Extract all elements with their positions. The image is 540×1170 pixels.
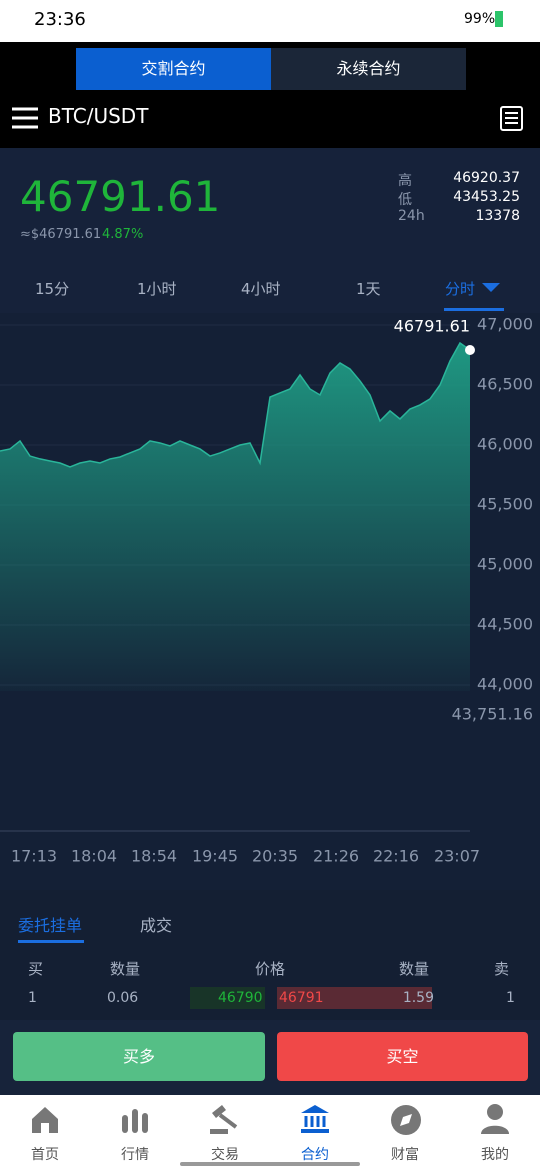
column: 卖 [494, 960, 510, 978]
last-point [465, 345, 475, 356]
x-tick-label: 20:35 [252, 847, 298, 866]
list-icon[interactable] [500, 106, 524, 132]
contract-icon[interactable] [299, 1104, 331, 1134]
cell: 1 [506, 990, 515, 1006]
nav-label[interactable]: 交易 [211, 1147, 239, 1163]
ask-depth [277, 987, 432, 1009]
active-underline [444, 308, 504, 311]
column: 数量 [110, 960, 141, 978]
stat-label: 低 [398, 192, 412, 208]
tab[interactable]: 永续合约 [271, 48, 466, 90]
column: 数量 [399, 960, 430, 978]
chart: 47,000 46,500 46,000 45,500 45,000 44,500 44,0… [0, 313, 540, 890]
bid-depth [190, 987, 265, 1009]
y-tick-label: 45,000 [477, 555, 533, 574]
x-tick-label: 19:45 [192, 847, 238, 866]
column: 价格 [255, 960, 286, 978]
x-tick-label: 23:07 [434, 847, 480, 866]
ticker: 46791.61 ≈$46791.61 4.87% 高 46920.37 低 4… [0, 148, 540, 313]
stat-value: 43453.25 [453, 189, 520, 205]
status-bar: 23:36 99% [0, 0, 540, 42]
top-header: 交割合约 永续合约 BTC/USDT [0, 42, 540, 148]
action-bar: 买多 买空 [0, 1020, 540, 1095]
buy-short-button[interactable]: 买空 [277, 1032, 528, 1081]
change: 4.87% [102, 227, 144, 242]
order-tab-active[interactable]: 委托挂单 [18, 916, 83, 935]
nav-label[interactable]: 财富 [391, 1147, 419, 1163]
price-line [0, 341, 471, 468]
interval[interactable]: 1天 [356, 280, 381, 298]
market-icon[interactable] [120, 1105, 150, 1135]
stat-value: 13378 [475, 208, 520, 224]
bid-price: 46790 [218, 990, 263, 1006]
ask-price: 46791 [279, 990, 324, 1006]
order-tab[interactable]: 成交 [140, 916, 173, 935]
column: 买 [28, 960, 44, 978]
cell: 0.06 [107, 990, 139, 1006]
stat-label: 24h [398, 208, 425, 224]
battery: 99% [464, 11, 496, 27]
nav-label-active[interactable]: 合约 [301, 1147, 329, 1163]
y-tick-label: 45,500 [477, 495, 533, 514]
interval[interactable]: 4小时 [241, 280, 281, 298]
y-tick-label: 44,000 [477, 675, 533, 694]
last-price-label: 46791.61 [394, 317, 470, 336]
low-label: 43,751.16 [452, 705, 533, 724]
dropdown-icon [482, 283, 500, 292]
x-tick-label: 21:26 [313, 847, 359, 866]
home-indicator [180, 1162, 360, 1166]
order-book: 委托挂单 成交 买 数量 价格 数量 卖 1 0.06 46790 46791 … [0, 890, 540, 1020]
x-tick-label: 22:16 [373, 847, 419, 866]
stat-value: 46920.37 [453, 170, 520, 186]
cell: 1 [28, 990, 37, 1006]
price: 46791.61 [20, 172, 221, 221]
profile-icon[interactable] [480, 1103, 510, 1135]
nav-label[interactable]: 我的 [481, 1147, 509, 1163]
stat-label: 高 [398, 173, 412, 189]
cell: 1.59 [402, 990, 434, 1006]
pair: BTC/USDT [48, 104, 149, 128]
trade-icon[interactable] [208, 1103, 242, 1135]
interval-active[interactable]: 分时 [445, 280, 476, 298]
usd-price: ≈$46791.61 [20, 227, 102, 242]
y-tick-label: 46,000 [477, 435, 533, 454]
interval[interactable]: 15分 [35, 280, 70, 298]
tab[interactable]: 交割合约 [76, 48, 271, 90]
charging-icon [495, 11, 503, 27]
y-tick-label: 44,500 [477, 615, 533, 634]
price-area [0, 343, 470, 691]
nav-label[interactable]: 行情 [121, 1147, 149, 1163]
y-tick-label: 46,500 [477, 375, 533, 394]
bottom-nav: 首页 行情 交易 合约 财富 我的 [0, 1095, 540, 1170]
tab-underline [18, 940, 84, 943]
wealth-icon[interactable] [390, 1104, 422, 1136]
x-tick-label: 18:54 [131, 847, 177, 866]
buy-long-button[interactable]: 买多 [13, 1032, 265, 1081]
time: 23:36 [34, 9, 86, 30]
home-icon[interactable] [30, 1105, 60, 1135]
menu-icon[interactable] [12, 106, 40, 130]
y-tick-label: 47,000 [477, 315, 533, 334]
interval[interactable]: 1小时 [137, 280, 177, 298]
nav-label[interactable]: 首页 [31, 1147, 59, 1163]
x-tick-label: 18:04 [71, 847, 117, 866]
x-tick-label: 17:13 [11, 847, 57, 866]
